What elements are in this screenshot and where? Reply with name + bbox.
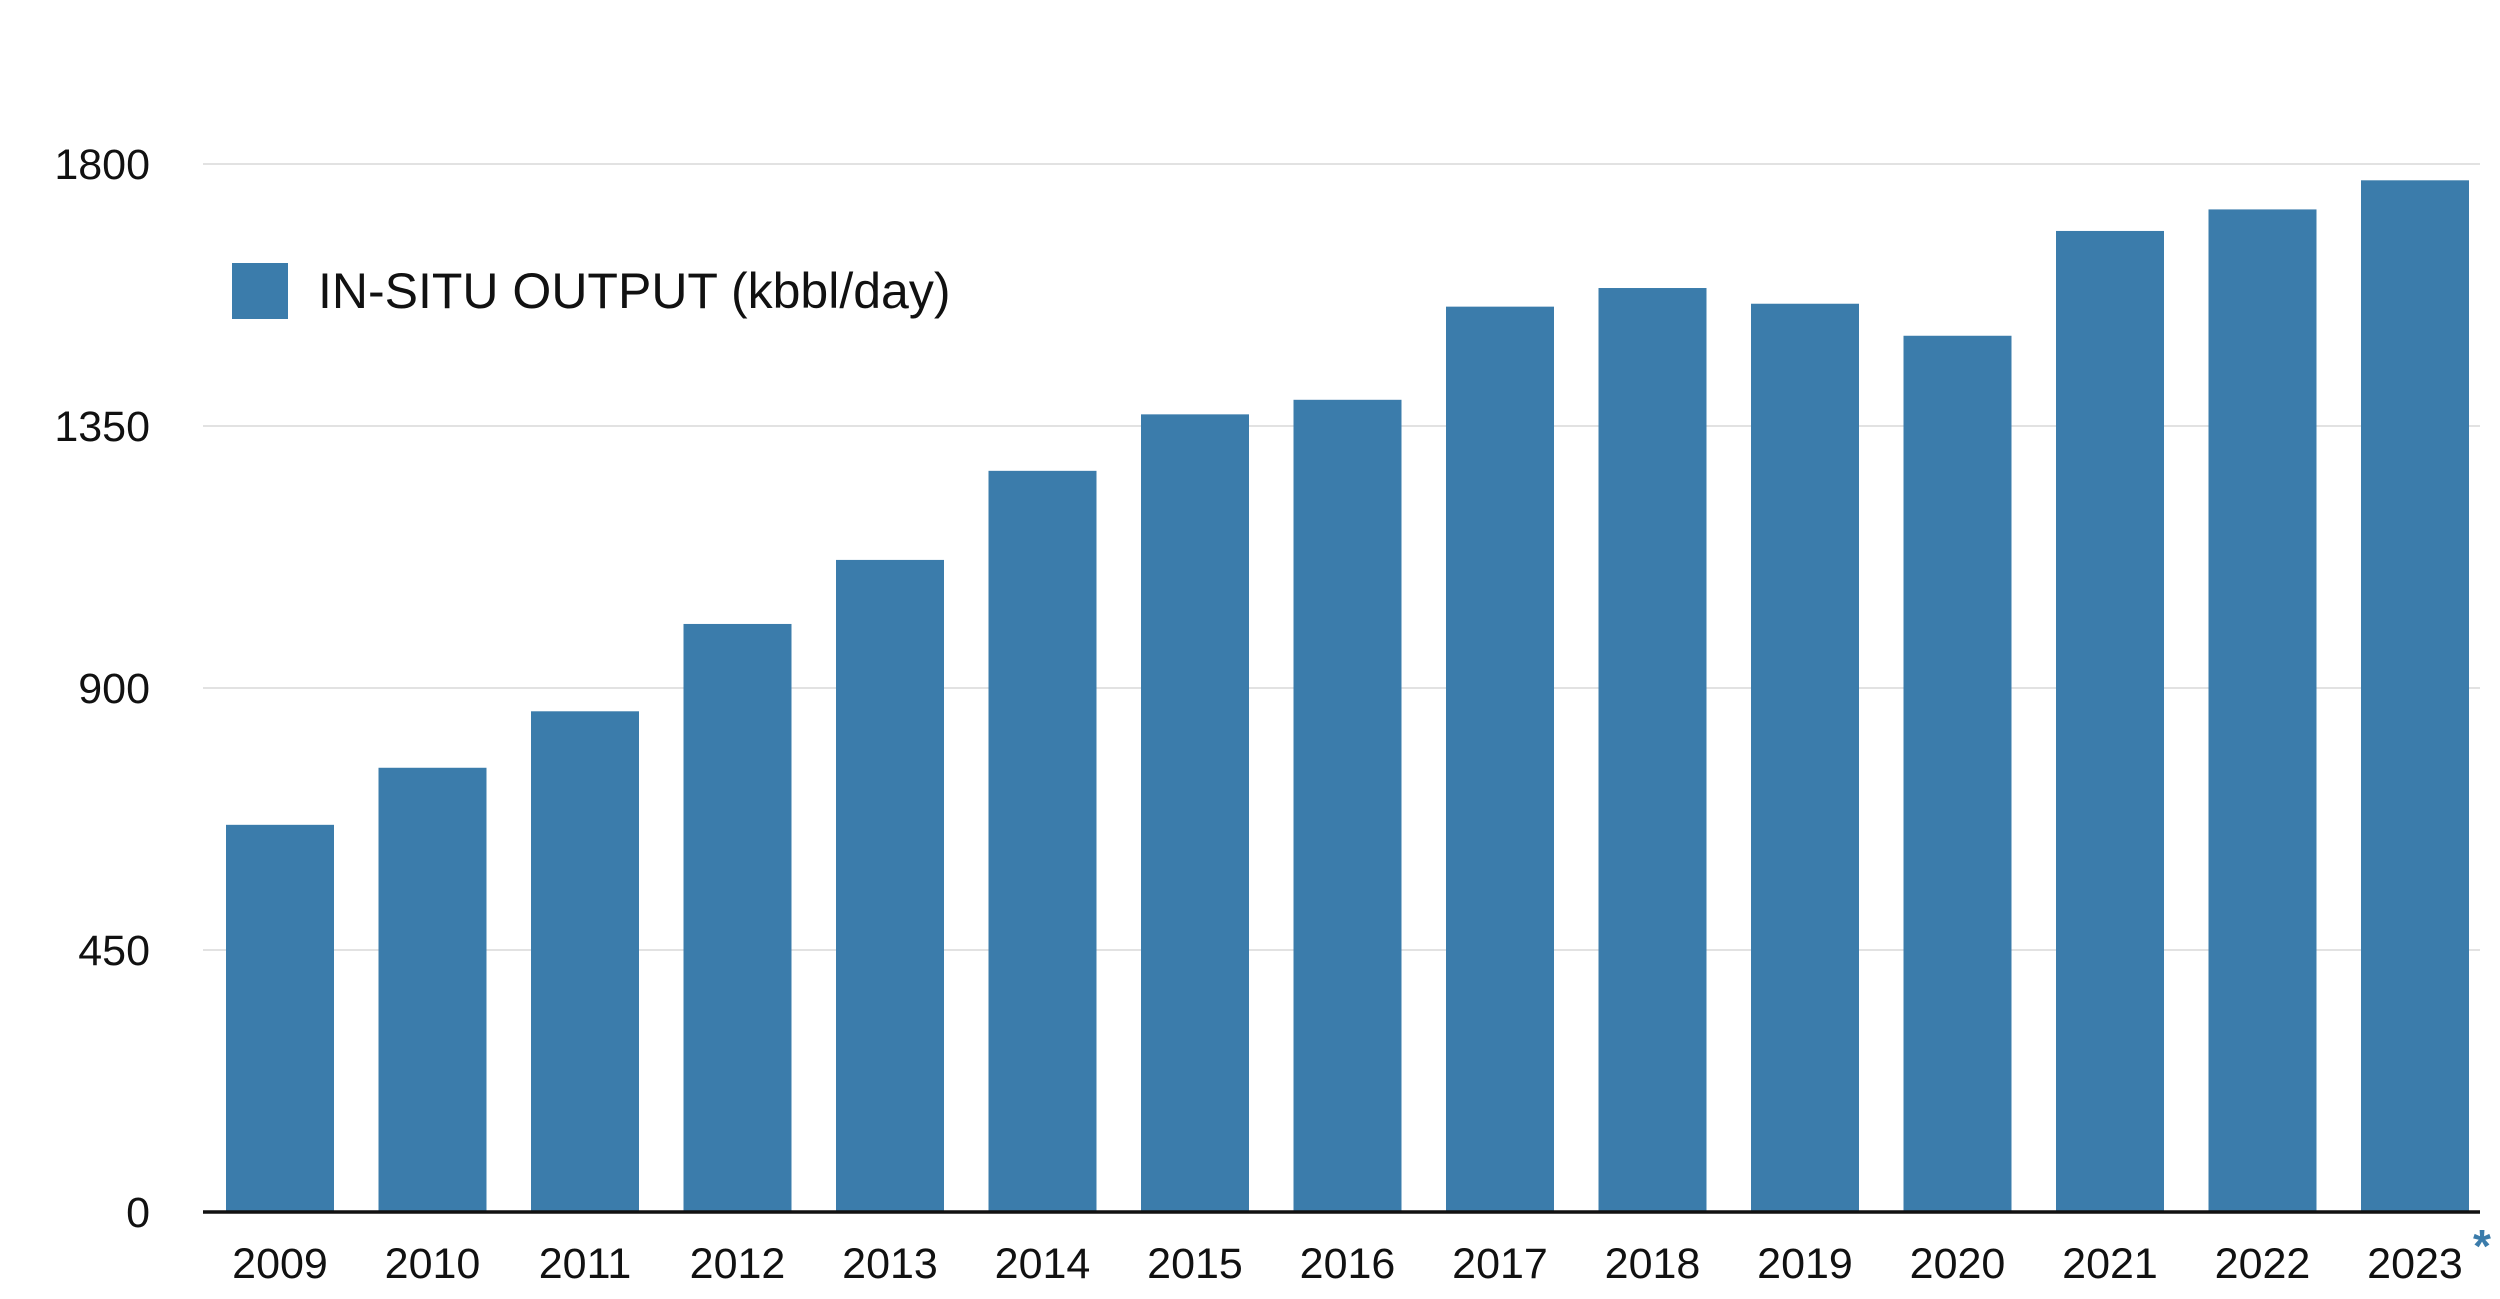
y-tick-label: 900 xyxy=(78,665,150,713)
x-tick-label: 2014 xyxy=(995,1240,1091,1288)
bar-2016 xyxy=(1293,399,1402,1212)
bar-2020 xyxy=(1903,335,2012,1212)
x-tick-label: 2011 xyxy=(539,1240,631,1288)
bar-2019 xyxy=(1751,303,1859,1212)
y-tick-label: 450 xyxy=(78,927,150,975)
legend-label: IN-SITU OUTPUT (kbbl/day) xyxy=(318,263,951,319)
x-tick-label: 2021 xyxy=(2062,1240,2158,1288)
y-axis-ticks: 0 450 900 1350 1800 xyxy=(54,141,150,1237)
bar-2017 xyxy=(1446,306,1554,1213)
bar-2023 xyxy=(2361,180,2469,1212)
x-tick-label: 2016 xyxy=(1300,1240,1396,1288)
x-tick-label: 2018 xyxy=(1605,1240,1701,1288)
bar-2011 xyxy=(531,711,639,1212)
bar-2015 xyxy=(1141,414,1249,1212)
bar-2010 xyxy=(378,767,487,1212)
bar-2022 xyxy=(2208,209,2317,1212)
bar-2012 xyxy=(683,623,792,1212)
y-tick-label: 0 xyxy=(126,1189,150,1237)
x-tick-label: 2022 xyxy=(2215,1240,2311,1288)
bar-2018 xyxy=(1598,288,1707,1213)
legend-swatch xyxy=(232,263,288,319)
x-tick-label: 2019 xyxy=(1757,1240,1853,1288)
footnote-marker: * xyxy=(2473,1220,2491,1272)
x-tick-label: 2009 xyxy=(232,1240,328,1288)
x-tick-label: 2013 xyxy=(842,1240,938,1288)
y-tick-label: 1350 xyxy=(54,403,150,451)
bar-2013 xyxy=(836,559,944,1212)
x-tick-label: 2010 xyxy=(385,1240,481,1288)
x-tick-label: 2020 xyxy=(1910,1240,2006,1288)
x-axis-ticks: 2009 2010 2011 2012 2013 2014 2015 2016 2017 2018… xyxy=(232,1240,2463,1288)
bar-2014 xyxy=(988,470,1097,1212)
x-tick-label: 2015 xyxy=(1147,1240,1243,1288)
bar-2021 xyxy=(2056,230,2164,1212)
bar-2009 xyxy=(226,824,334,1212)
legend: IN-SITU OUTPUT (kbbl/day) xyxy=(232,263,951,319)
x-tick-label: 2017 xyxy=(1452,1240,1548,1288)
x-tick-label: 2012 xyxy=(690,1240,786,1288)
x-tick-label: 2023 xyxy=(2367,1240,2463,1288)
bars xyxy=(226,180,2469,1213)
y-tick-label: 1800 xyxy=(54,141,150,189)
